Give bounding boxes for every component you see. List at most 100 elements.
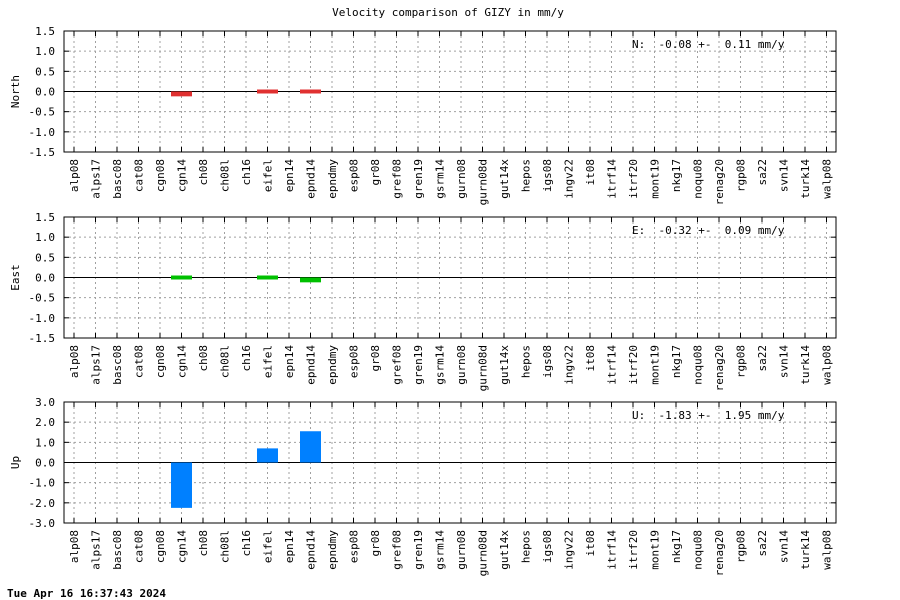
x-tick-label: igs08: [541, 345, 554, 378]
x-tick-label: alps17: [90, 530, 103, 570]
bar-eifel: [257, 448, 278, 463]
x-tick-label: gut14x: [498, 345, 511, 385]
x-tick-label: gurn08: [455, 530, 468, 570]
y-tick-label: -1.0: [29, 126, 56, 139]
x-tick-label: turk14: [799, 159, 812, 199]
x-tick-label: rgp08: [735, 345, 748, 378]
x-tick-label: gren19: [412, 345, 425, 385]
x-tick-label: cgn08: [154, 530, 167, 563]
x-tick-label: hepos: [520, 159, 533, 192]
x-tick-label: mont19: [649, 159, 662, 199]
x-tick-label: mont19: [649, 530, 662, 570]
x-tick-label: itrf20: [627, 159, 640, 199]
x-tick-label: gref08: [391, 159, 404, 199]
x-tick-label: epndmy: [326, 530, 339, 570]
x-tick-label: igs08: [541, 530, 554, 563]
x-tick-label: gref08: [391, 345, 404, 385]
x-tick-label: cgn08: [154, 159, 167, 192]
chart-title: Velocity comparison of GIZY in mm/y: [332, 6, 564, 19]
y-tick-label: -1.5: [29, 146, 56, 159]
y-tick-label: -0.5: [29, 292, 56, 305]
x-tick-label: gren19: [412, 159, 425, 199]
x-tick-label: epn14: [283, 530, 296, 563]
x-tick-label: sa22: [756, 530, 769, 557]
x-tick-label: renag20: [713, 159, 726, 205]
x-tick-label: epnd14: [305, 530, 318, 570]
x-tick-label: alp08: [68, 345, 81, 378]
x-tick-label: svn14: [778, 530, 791, 563]
x-tick-label: noqu08: [692, 530, 705, 570]
x-tick-label: ch08: [197, 530, 210, 557]
x-tick-label: rgp08: [735, 159, 748, 192]
x-tick-label: cgn08: [154, 345, 167, 378]
x-tick-label: svn14: [778, 345, 791, 378]
bar-epnd14: [300, 89, 321, 94]
x-tick-label: alps17: [90, 345, 103, 385]
x-tick-label: noqu08: [692, 345, 705, 385]
x-tick-label: renag20: [713, 530, 726, 576]
x-tick-label: alps17: [90, 159, 103, 199]
x-tick-label: ch08: [197, 159, 210, 186]
bar-cgn14: [171, 91, 192, 97]
x-tick-label: cgn14: [176, 530, 189, 563]
y-tick-label: -1.5: [29, 332, 56, 345]
x-tick-label: igs08: [541, 159, 554, 192]
stats-annotation: U: -1.83 +- 1.95 mm/y: [632, 409, 785, 422]
x-tick-label: turk14: [799, 530, 812, 570]
x-tick-label: cgn14: [176, 345, 189, 378]
x-tick-label: epndmy: [326, 345, 339, 385]
y-tick-label: -1.0: [29, 477, 56, 490]
x-tick-label: eifel: [262, 345, 275, 378]
x-tick-label: basc08: [111, 345, 124, 385]
plot-frame: [63, 30, 837, 153]
x-tick-label: itrf14: [606, 345, 619, 385]
x-tick-label: gurn08: [455, 345, 468, 385]
y-tick-label: 3.0: [35, 396, 55, 409]
x-tick-label: gurn08d: [477, 159, 490, 205]
x-tick-label: basc08: [111, 159, 124, 199]
timestamp-footer: Tue Apr 16 16:37:43 2024: [7, 587, 166, 600]
x-tick-label: renag20: [713, 345, 726, 391]
x-tick-label: gsrm14: [434, 159, 447, 199]
y-tick-label: 1.5: [35, 25, 55, 38]
y-tick-label: 1.0: [35, 231, 55, 244]
y-tick-label: -3.0: [29, 517, 56, 530]
x-tick-label: sa22: [756, 159, 769, 186]
x-tick-label: ch16: [240, 159, 253, 186]
x-tick-label: walp08: [821, 345, 834, 385]
x-tick-label: itrf20: [627, 530, 640, 570]
y-tick-label: 1.5: [35, 211, 55, 224]
x-tick-label: ch16: [240, 530, 253, 557]
x-tick-label: gr08: [369, 345, 382, 372]
bar-eifel: [257, 89, 278, 94]
x-tick-label: nkg17: [670, 159, 683, 192]
x-tick-label: hepos: [520, 345, 533, 378]
bar-epnd14: [300, 431, 321, 463]
x-tick-label: ch08: [197, 345, 210, 372]
x-tick-label: cgn14: [176, 159, 189, 192]
x-tick-label: epnd14: [305, 159, 318, 199]
x-tick-label: ingv22: [563, 530, 576, 570]
bar-eifel: [257, 275, 278, 280]
x-tick-label: it08: [584, 530, 597, 557]
y-tick-label: 0.0: [35, 457, 55, 470]
x-tick-label: gut14x: [498, 159, 511, 199]
x-tick-label: eifel: [262, 159, 275, 192]
x-tick-label: nkg17: [670, 530, 683, 563]
x-tick-label: ingv22: [563, 345, 576, 385]
x-tick-label: gref08: [391, 530, 404, 570]
stats-annotation: N: -0.08 +- 0.11 mm/y: [632, 38, 785, 51]
x-tick-label: gurn08: [455, 159, 468, 199]
x-tick-label: esp08: [348, 159, 361, 192]
x-tick-label: ch08l: [219, 159, 232, 192]
x-tick-label: walp08: [821, 530, 834, 570]
x-tick-label: gsrm14: [434, 345, 447, 385]
x-tick-label: hepos: [520, 530, 533, 563]
y-tick-label: 1.0: [35, 436, 55, 449]
x-tick-label: gurn08d: [477, 530, 490, 576]
x-tick-label: cat08: [133, 530, 146, 563]
x-tick-label: rgp08: [735, 530, 748, 563]
x-tick-label: gsrm14: [434, 530, 447, 570]
x-tick-label: alp08: [68, 159, 81, 192]
